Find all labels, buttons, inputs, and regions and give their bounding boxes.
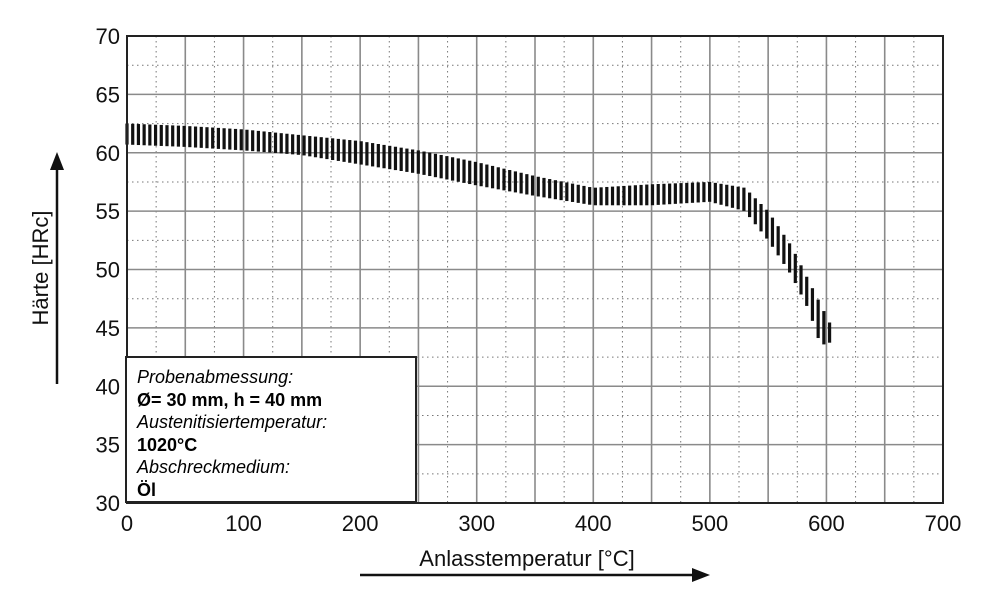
y-tick-label: 65 (96, 82, 120, 107)
y-tick-label: 50 (96, 258, 120, 283)
quenching-medium-value: Öl (137, 479, 157, 500)
y-tick-label: 40 (96, 374, 120, 399)
diameter-icon: Ø (137, 389, 152, 410)
quenching-medium-label: Abschreckmedium: (137, 457, 291, 477)
y-tick-label: 30 (96, 491, 120, 516)
y-axis-arrow (50, 152, 64, 384)
hardness-band (125, 123, 832, 345)
specimen-info-box: Probenabmessung: Ø= 30 mm, h = 40 mm Aus… (125, 356, 417, 503)
y-tick-label: 70 (96, 24, 120, 49)
x-tick-label: 300 (458, 511, 495, 536)
specimen-size-label: Probenabmessung: (137, 367, 294, 387)
x-tick-label: 500 (691, 511, 728, 536)
major-grid (127, 36, 943, 503)
austenitizing-temperature-label: Austenitisiertemperatur: (137, 412, 328, 432)
x-tick-label: 400 (575, 511, 612, 536)
x-tick-label: 700 (925, 511, 962, 536)
y-tick-label: 55 (96, 199, 120, 224)
specimen-size-value: Ø= 30 mm, h = 40 mm (137, 389, 415, 412)
y-tick-labels: 30 35 40 45 50 55 60 65 70 (96, 24, 120, 516)
specimen-size-text: = 30 mm, h = 40 mm (151, 389, 323, 410)
x-tick-label: 0 (121, 511, 133, 536)
x-axis-title: Anlasstemperatur [°C] (419, 546, 634, 571)
x-tick-label: 100 (225, 511, 262, 536)
austenitizing-temperature-value: 1020°C (137, 434, 198, 455)
y-axis-title: Härte [HRc] (28, 211, 53, 326)
y-tick-label: 45 (96, 316, 120, 341)
x-tick-label: 200 (342, 511, 379, 536)
x-axis-arrow (360, 568, 710, 582)
x-tick-labels: 0 100 200 300 400 500 600 700 (121, 511, 961, 536)
plot-frame (126, 35, 944, 504)
x-tick-label: 600 (808, 511, 845, 536)
y-tick-label: 60 (96, 141, 120, 166)
y-tick-label: 35 (96, 433, 120, 458)
